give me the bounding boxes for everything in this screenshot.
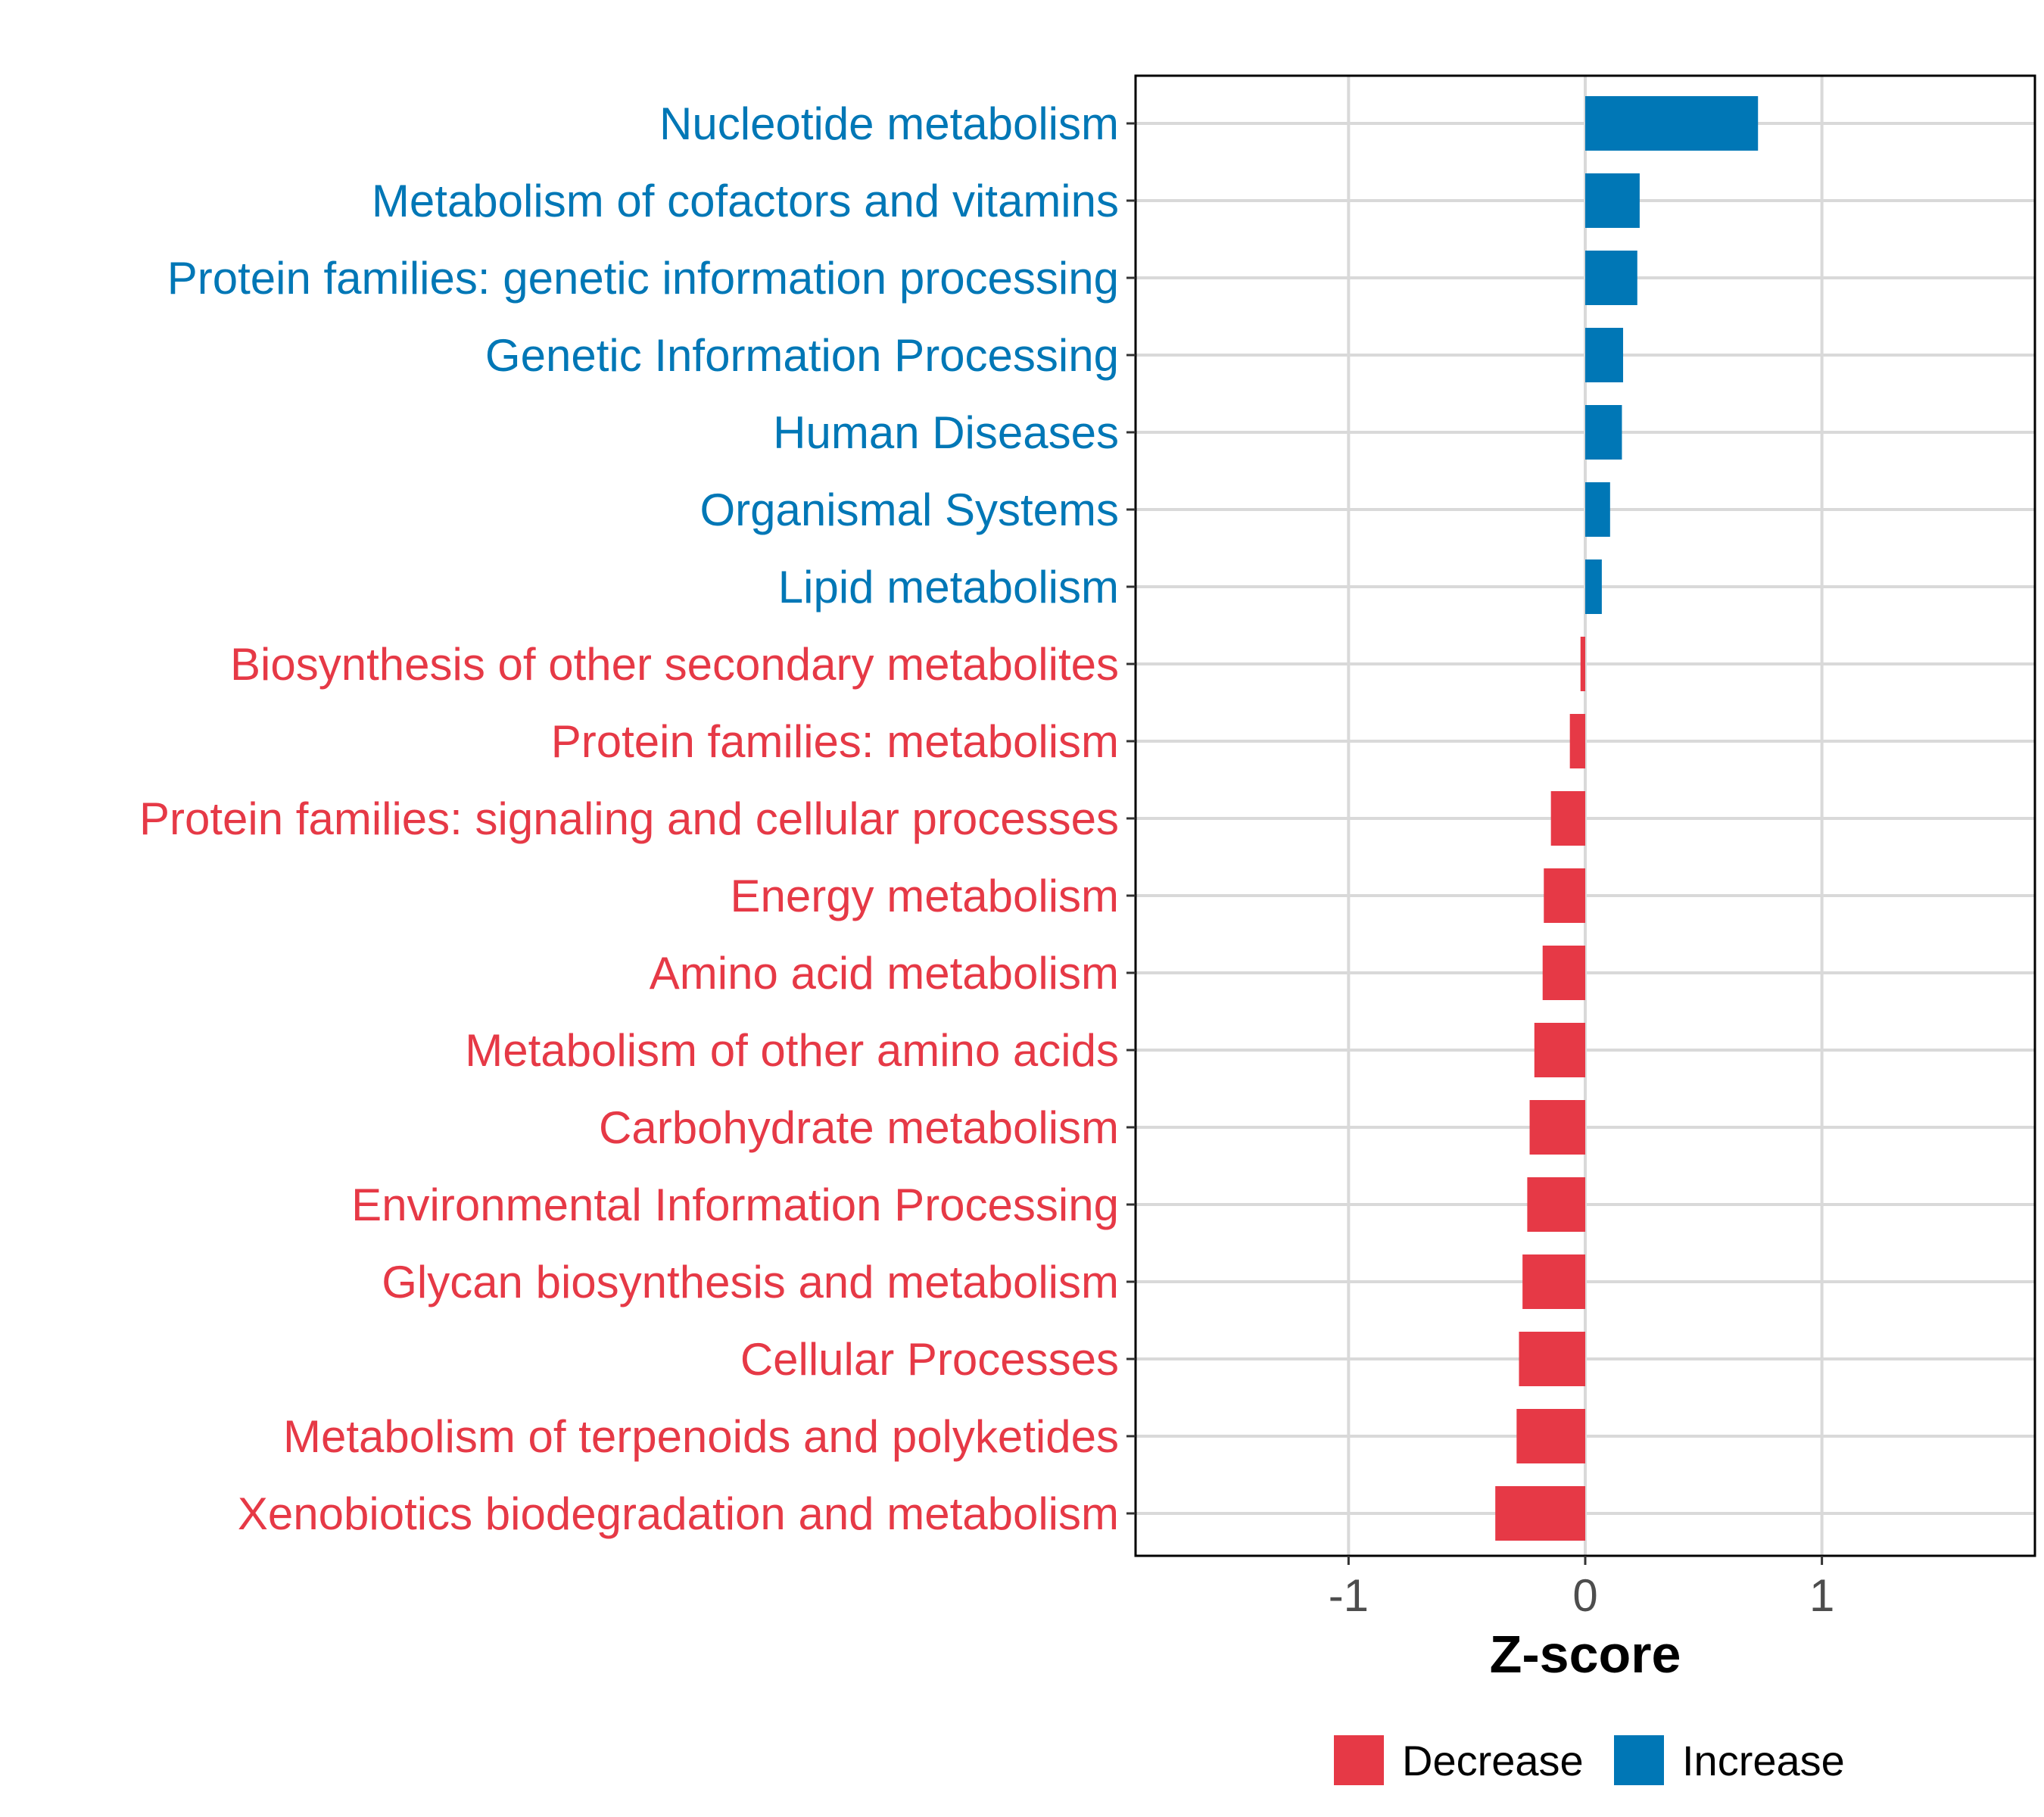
category-label: Metabolism of other amino acids xyxy=(465,1025,1119,1076)
bar-increase xyxy=(1585,405,1622,460)
legend: Decrease Increase xyxy=(1334,1735,1845,1785)
bar-increase xyxy=(1585,559,1602,614)
category-label: Protein families: signaling and cellular… xyxy=(139,793,1119,844)
bar-decrease xyxy=(1495,1486,1585,1541)
bar-decrease xyxy=(1544,868,1585,923)
bar-decrease xyxy=(1519,1332,1585,1386)
bar-increase xyxy=(1585,482,1610,537)
category-label: Protein families: metabolism xyxy=(551,716,1119,767)
x-tick-label: 0 xyxy=(1572,1570,1597,1621)
category-label: Protein families: genetic information pr… xyxy=(167,253,1119,304)
bar-decrease xyxy=(1569,714,1585,768)
category-label: Genetic Information Processing xyxy=(485,330,1119,381)
bar-decrease xyxy=(1516,1409,1585,1463)
bar-decrease xyxy=(1527,1177,1585,1232)
bar-decrease xyxy=(1529,1100,1585,1155)
category-label: Amino acid metabolism xyxy=(650,948,1119,999)
bar-increase xyxy=(1585,328,1624,382)
category-label: Metabolism of terpenoids and polyketides xyxy=(283,1411,1119,1462)
category-label: Organismal Systems xyxy=(700,485,1119,535)
legend-swatch-decrease xyxy=(1334,1735,1384,1785)
category-label: Carbohydrate metabolism xyxy=(599,1102,1119,1153)
category-label: Lipid metabolism xyxy=(778,562,1119,612)
bar-decrease xyxy=(1580,637,1585,691)
category-label: Nucleotide metabolism xyxy=(659,98,1119,149)
x-axis-ticks: -1 0 1 xyxy=(1329,1556,1834,1621)
bar-increase xyxy=(1585,173,1640,228)
bar-decrease xyxy=(1542,946,1585,1000)
bar-decrease xyxy=(1550,791,1585,846)
category-label: Energy metabolism xyxy=(730,871,1119,921)
bars xyxy=(1495,96,1759,1541)
bar-increase xyxy=(1585,251,1637,305)
legend-swatch-increase xyxy=(1614,1735,1664,1785)
category-label: Biosynthesis of other secondary metaboli… xyxy=(230,639,1119,690)
legend-label-increase: Increase xyxy=(1682,1737,1845,1784)
bar-increase xyxy=(1585,96,1759,151)
category-label: Metabolism of cofactors and vitamins xyxy=(372,176,1119,226)
x-tick-label: 1 xyxy=(1809,1570,1834,1621)
x-axis-title: Z-score xyxy=(1490,1625,1681,1684)
category-labels: Nucleotide metabolism Metabolism of cofac… xyxy=(139,98,1119,1539)
bar-decrease xyxy=(1522,1254,1585,1309)
category-label: Cellular Processes xyxy=(740,1334,1119,1385)
y-axis-ticks xyxy=(1126,122,1136,1515)
bar-decrease xyxy=(1534,1023,1585,1077)
category-label: Glycan biosynthesis and metabolism xyxy=(382,1257,1119,1307)
legend-label-decrease: Decrease xyxy=(1402,1737,1584,1784)
category-label: Xenobiotics biodegradation and metabolis… xyxy=(238,1488,1119,1539)
x-tick-label: -1 xyxy=(1329,1570,1369,1621)
category-label: Human Diseases xyxy=(773,407,1119,458)
category-label: Environmental Information Processing xyxy=(351,1180,1119,1230)
